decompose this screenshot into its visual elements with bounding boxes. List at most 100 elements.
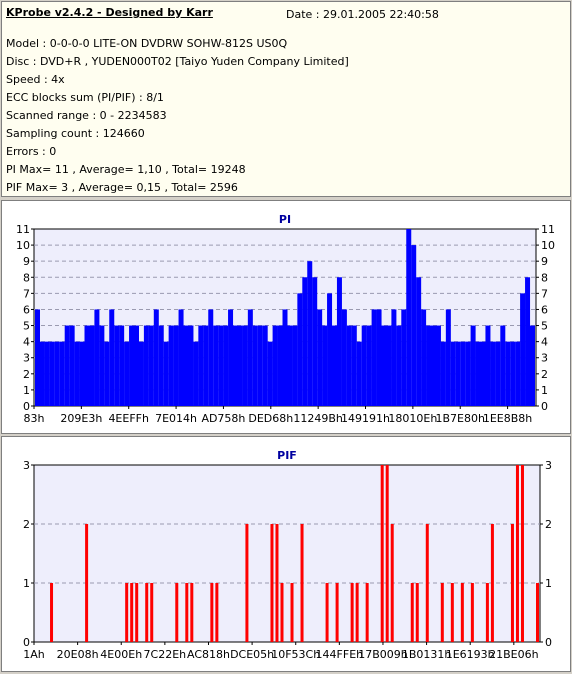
pi-xtick-label: 1EE8B8h xyxy=(483,412,532,425)
pif-bar xyxy=(270,524,274,642)
pi-bar xyxy=(341,309,347,406)
pif-xtick-label: 17B009h xyxy=(358,648,408,661)
pif-plot-area xyxy=(33,464,541,643)
pi-bar xyxy=(119,325,125,406)
pif-bar xyxy=(425,524,429,642)
pi-bar xyxy=(213,325,219,406)
pif-ytick-label-left: 2 xyxy=(23,518,30,531)
pif-bar xyxy=(450,583,454,642)
pi-ytick-label-left: 1 xyxy=(23,384,30,397)
pi-xtick-label: 1B7E80h xyxy=(435,412,484,425)
pi-bar xyxy=(302,277,308,406)
pi-bar xyxy=(490,341,496,406)
pi-ytick-label-right: 8 xyxy=(541,271,548,284)
pi-bar xyxy=(440,341,446,406)
pi-bar xyxy=(262,325,268,406)
pi-ytick-label-left: 3 xyxy=(23,352,30,365)
pif-bar xyxy=(515,465,519,642)
info-pi-stats: PI Max= 11 , Average= 1,10 , Total= 1924… xyxy=(6,163,246,176)
info-pif-stats: PIF Max= 3 , Average= 0,15 , Total= 2596 xyxy=(6,181,238,194)
pif-chart-panel: PIF 0 0 1 1 2 2 3 3 1Ah 20E08h 4E00Eh 7C22Eh AC818h DC… xyxy=(1,436,571,672)
pif-bar xyxy=(350,583,354,642)
pi-bar xyxy=(530,325,535,406)
pi-chart-title: PI xyxy=(279,213,291,226)
pi-bar xyxy=(39,341,45,406)
pi-bar xyxy=(465,341,471,406)
info-panel: KProbe v2.4.2 - Designed by Karr Date : … xyxy=(1,1,571,197)
pi-ytick-label-left: 7 xyxy=(23,287,30,300)
pi-xtick-label: 209E3h xyxy=(60,412,102,425)
pi-bar xyxy=(396,325,402,406)
pi-bar xyxy=(104,341,110,406)
pi-bar xyxy=(193,341,199,406)
pif-bar xyxy=(210,583,214,642)
pi-ytick-label-left: 6 xyxy=(23,303,30,316)
pif-xtick-label: 144FFEh xyxy=(316,648,364,661)
pi-bar xyxy=(307,261,313,406)
pif-bar xyxy=(485,583,489,642)
pif-bar xyxy=(385,465,389,642)
pif-bar xyxy=(510,524,514,642)
pi-bar xyxy=(386,325,392,406)
pi-ytick-label-right: 0 xyxy=(541,400,548,413)
pif-bar xyxy=(325,583,329,642)
pif-bar xyxy=(520,465,524,642)
pi-bar xyxy=(54,341,60,406)
pif-bar xyxy=(355,583,359,642)
pif-bar xyxy=(245,524,249,642)
pi-bar xyxy=(114,325,120,406)
pif-xtick-label: 1E6193h xyxy=(446,648,495,661)
pif-bar xyxy=(415,583,419,642)
scan-date: Date : 29.01.2005 22:40:58 xyxy=(286,8,439,21)
pif-ytick-label-right: 0 xyxy=(545,636,552,649)
pi-bar xyxy=(421,309,427,406)
pif-xtick-label: 7C22Eh xyxy=(144,648,187,661)
pi-bar xyxy=(203,325,209,406)
pi-bar xyxy=(129,325,135,406)
pi-ytick-label-left: 4 xyxy=(23,336,30,349)
pi-ytick-label-right: 9 xyxy=(541,255,548,268)
pi-bar xyxy=(475,341,481,406)
pi-bar xyxy=(317,309,323,406)
pi-ytick-label-left: 11 xyxy=(16,223,30,236)
pi-xtick-label: 11249Bh xyxy=(293,412,343,425)
pi-bar xyxy=(361,325,367,406)
app-title: KProbe v2.4.2 - Designed by Karr xyxy=(6,6,213,19)
pi-bar xyxy=(49,341,55,406)
pif-bar xyxy=(215,583,219,642)
pif-xtick-label: DCE05h xyxy=(230,648,274,661)
pi-ytick-label-right: 7 xyxy=(541,287,548,300)
pif-bar xyxy=(460,583,464,642)
pi-bar xyxy=(391,309,397,406)
pi-xtick-label: 4EEFFh xyxy=(108,412,149,425)
pi-bar xyxy=(74,341,80,406)
pi-bar xyxy=(460,341,466,406)
pi-bar xyxy=(336,277,342,406)
pi-bar xyxy=(525,277,531,406)
pi-bar xyxy=(346,325,352,406)
pif-xtick-label: 1Ah xyxy=(23,648,45,661)
pif-bar xyxy=(536,583,539,642)
pi-ytick-label-right: 2 xyxy=(541,368,548,381)
pi-ytick-label-left: 8 xyxy=(23,271,30,284)
pi-bar xyxy=(435,325,441,406)
pi-bar xyxy=(450,341,456,406)
pif-chart-title: PIF xyxy=(277,449,297,462)
pi-bar xyxy=(228,309,234,406)
pi-bar xyxy=(183,325,189,406)
pi-bar xyxy=(124,341,130,406)
pif-bar xyxy=(150,583,154,642)
pi-bar xyxy=(153,309,159,406)
pif-xtick-label: 4E00Eh xyxy=(100,648,142,661)
pif-bar xyxy=(300,524,304,642)
pif-ytick-label-left: 3 xyxy=(23,459,30,472)
pi-bar xyxy=(198,325,204,406)
pi-bar xyxy=(247,309,253,406)
pif-bar xyxy=(85,524,89,642)
pi-ytick-label-left: 2 xyxy=(23,368,30,381)
pi-ytick-label-right: 6 xyxy=(541,303,548,316)
pif-bar xyxy=(390,524,394,642)
info-model: Model : 0-0-0-0 LITE-ON DVDRW SOHW-812S … xyxy=(6,37,288,50)
pif-ytick-label-right: 2 xyxy=(545,518,552,531)
pi-ytick-label-left: 0 xyxy=(23,400,30,413)
